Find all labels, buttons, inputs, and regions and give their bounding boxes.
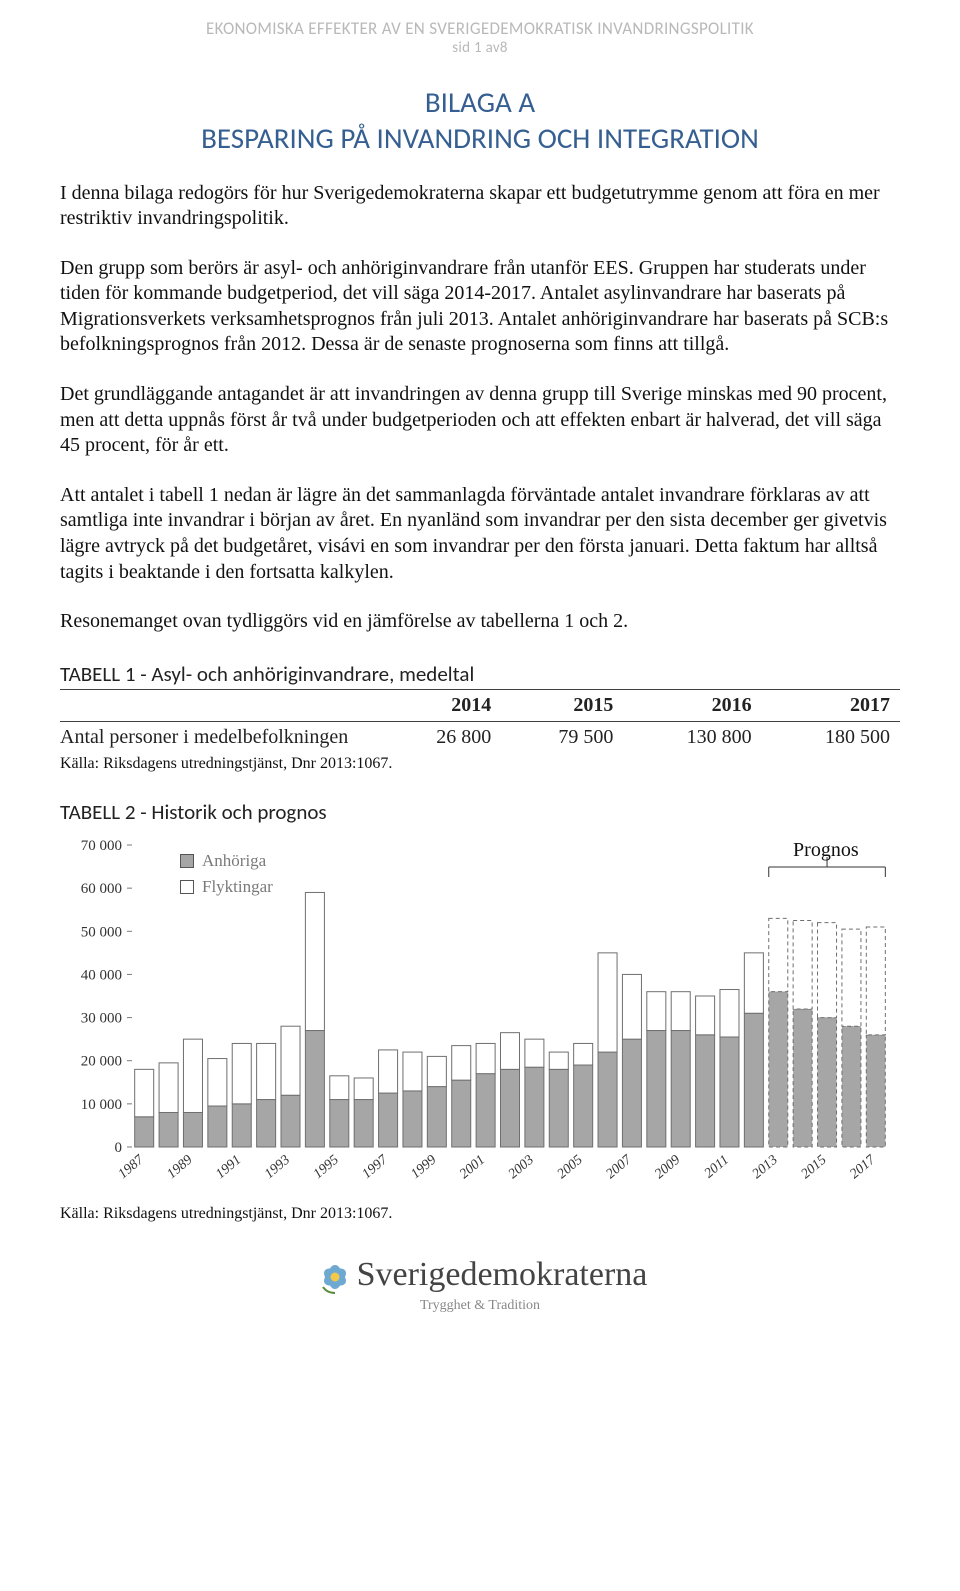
- svg-text:2007: 2007: [603, 1152, 635, 1182]
- svg-text:1991: 1991: [213, 1152, 244, 1181]
- svg-text:2005: 2005: [555, 1152, 586, 1181]
- footer-tagline: Trygghet & Tradition: [60, 1298, 900, 1314]
- paragraph-1: I denna bilaga redogörs för hur Sveriged…: [60, 181, 900, 232]
- svg-text:2015: 2015: [799, 1152, 830, 1181]
- document-page: EKONOMISKA EFFEKTER AV EN SVERIGEDEMOKRA…: [0, 0, 960, 1354]
- table-1-header-row: 2014 2015 2016 2017: [60, 690, 900, 722]
- paragraph-5: Resonemanget ovan tydliggörs vid en jämf…: [60, 609, 900, 635]
- footer-brand-text: Sverigedemokraterna: [357, 1256, 648, 1294]
- running-sub: sid 1 av8: [60, 39, 900, 58]
- svg-text:2013: 2013: [750, 1152, 781, 1181]
- table-2-title: TABELL 2 - Historik och prognos: [60, 799, 900, 827]
- svg-text:2001: 2001: [457, 1152, 488, 1181]
- table-1: 2014 2015 2016 2017 Antal personer i med…: [60, 690, 900, 753]
- title-line-1: BILAGA A: [60, 84, 900, 120]
- svg-text:1987: 1987: [116, 1152, 148, 1182]
- svg-text:1989: 1989: [164, 1152, 195, 1181]
- legend-item-anhoriga: Anhöriga: [180, 851, 273, 871]
- chart-legend: Anhöriga Flyktingar: [180, 851, 273, 903]
- table-1-col-2: 2015: [501, 690, 623, 722]
- table-1-val-1: 26 800: [379, 721, 501, 753]
- table-1-col-3: 2016: [623, 690, 761, 722]
- legend-label-flyktingar: Flyktingar: [202, 877, 273, 897]
- table-1-title: TABELL 1 - Asyl- och anhöriginvandrare, …: [60, 661, 900, 690]
- table-1-source: Källa: Riksdagens utredningstjänst, Dnr …: [60, 755, 900, 773]
- svg-text:0: 0: [115, 1140, 123, 1156]
- svg-text:30 000: 30 000: [81, 1010, 122, 1026]
- svg-text:20 000: 20 000: [81, 1054, 122, 1070]
- footer-logo: Sverigedemokraterna Trygghet & Tradition: [60, 1253, 900, 1314]
- footer-brand: Sverigedemokraterna: [313, 1253, 648, 1297]
- chart-container: 0 10 000 20 000 30 000 40 000 50 000 60 000 70 …: [60, 837, 900, 1197]
- table-1-val-3: 130 800: [623, 721, 761, 753]
- paragraph-3: Det grundläggande antagandet är att inva…: [60, 382, 900, 459]
- svg-text:70 000: 70 000: [81, 838, 122, 854]
- prognos-label: Prognos: [793, 839, 859, 862]
- legend-item-flyktingar: Flyktingar: [180, 877, 273, 897]
- table-1-row: Antal personer i medelbefolkningen 26 80…: [60, 721, 900, 753]
- table-1-val-4: 180 500: [762, 721, 900, 753]
- chart-source: Källa: Riksdagens utredningstjänst, Dnr …: [60, 1205, 900, 1223]
- svg-text:1993: 1993: [262, 1152, 293, 1181]
- svg-text:2017: 2017: [847, 1152, 879, 1182]
- svg-text:1995: 1995: [311, 1152, 342, 1181]
- paragraph-2: Den grupp som berörs är asyl- och anhöri…: [60, 256, 900, 358]
- title-block: BILAGA A BESPARING PÅ INVANDRING OCH INT…: [60, 84, 900, 157]
- svg-text:2003: 2003: [506, 1152, 537, 1181]
- legend-swatch-anhoriga: [180, 854, 194, 868]
- paragraph-4: Att antalet i tabell 1 nedan är lägre än…: [60, 483, 900, 585]
- svg-text:1997: 1997: [360, 1152, 392, 1182]
- svg-text:50 000: 50 000: [81, 924, 122, 940]
- title-line-2: BESPARING PÅ INVANDRING OCH INTEGRATION: [60, 120, 900, 156]
- table-1-row-label: Antal personer i medelbefolkningen: [60, 721, 379, 753]
- flower-icon: [313, 1253, 357, 1297]
- legend-label-anhoriga: Anhöriga: [202, 851, 266, 871]
- svg-text:1999: 1999: [408, 1152, 439, 1181]
- svg-text:40 000: 40 000: [81, 967, 122, 983]
- svg-text:10 000: 10 000: [81, 1097, 122, 1113]
- svg-text:2009: 2009: [652, 1152, 683, 1181]
- running-head: EKONOMISKA EFFEKTER AV EN SVERIGEDEMOKRA…: [60, 18, 900, 39]
- svg-text:60 000: 60 000: [81, 881, 122, 897]
- table-1-col-1: 2014: [379, 690, 501, 722]
- svg-text:2011: 2011: [702, 1152, 732, 1181]
- legend-swatch-flyktingar: [180, 880, 194, 894]
- table-1-val-2: 79 500: [501, 721, 623, 753]
- table-1-col-4: 2017: [762, 690, 900, 722]
